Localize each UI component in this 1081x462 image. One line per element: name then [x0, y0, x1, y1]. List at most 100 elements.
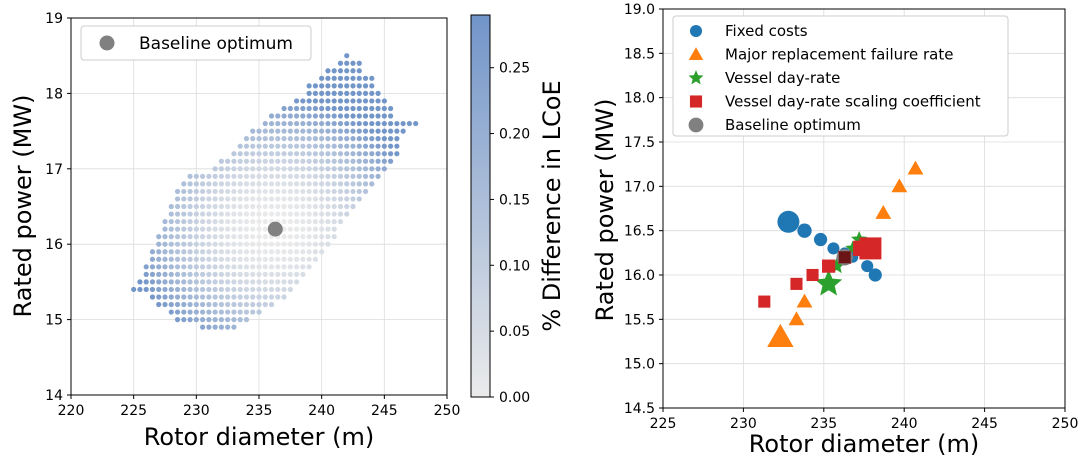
- right-point-vessel-day-rate-scaling-coefficient: [806, 268, 819, 282]
- left-grid-point: [193, 317, 199, 323]
- left-x-ticks: 220 225 230 235 240 245 250: [58, 395, 460, 419]
- left-grid-point: [200, 218, 206, 225]
- left-grid-point: [281, 188, 287, 195]
- left-grid-point: [243, 136, 250, 142]
- left-grid-point: [200, 234, 206, 240]
- left-grid-point: [331, 158, 337, 164]
- left-grid-point: [218, 324, 224, 330]
- left-grid-point: [162, 234, 168, 240]
- left-grid-point: [268, 286, 275, 293]
- left-grid-point: [325, 136, 331, 142]
- left-grid-point: [187, 294, 193, 300]
- left-grid-point: [312, 90, 318, 96]
- left-grid-point: [306, 264, 312, 270]
- left-grid-point: [337, 218, 344, 225]
- left-grid-point: [337, 60, 344, 66]
- left-grid-point: [388, 143, 394, 149]
- left-grid-point: [231, 203, 237, 210]
- left-grid-point: [294, 105, 300, 112]
- left-grid-point: [256, 181, 262, 187]
- left-grid-point: [262, 181, 268, 187]
- left-grid-point: [268, 143, 275, 149]
- left-grid-point: [356, 113, 362, 119]
- left-grid-point: [256, 188, 262, 195]
- left-grid-point: [237, 286, 243, 293]
- left-grid-point: [362, 83, 369, 89]
- left-grid-point: [212, 196, 218, 202]
- left-grid-point: [400, 120, 406, 127]
- left-grid-point: [156, 234, 162, 240]
- left-grid-point: [312, 105, 318, 112]
- left-grid-point: [300, 211, 306, 217]
- left-grid-point: [193, 249, 199, 255]
- left-grid-point: [381, 120, 387, 127]
- left-grid-point: [187, 279, 193, 285]
- left-grid-point: [262, 279, 268, 285]
- left-grid-point: [344, 173, 350, 179]
- left-grid-point: [337, 151, 344, 157]
- left-grid-point: [206, 317, 212, 323]
- left-grid-point: [287, 143, 293, 149]
- left-grid-point: [206, 196, 212, 202]
- right-point-vessel-day-rate-scaling-coefficient: [859, 237, 882, 260]
- left-grid-point: [243, 317, 250, 323]
- left-grid-point: [237, 234, 243, 240]
- left-grid-point: [225, 309, 231, 315]
- left-grid-point: [218, 226, 224, 232]
- left-grid-point: [262, 173, 268, 179]
- left-grid-point: [162, 249, 168, 255]
- left-grid-point: [212, 294, 218, 300]
- left-grid-point: [306, 226, 312, 232]
- left-grid-point: [325, 128, 331, 134]
- left-grid-point: [369, 181, 375, 187]
- left-grid-point: [237, 166, 243, 172]
- left-grid-point: [212, 264, 218, 270]
- left-grid-point: [262, 211, 268, 217]
- left-grid-point: [256, 196, 262, 202]
- left-grid-point: [337, 83, 344, 89]
- left-grid-point: [400, 128, 406, 134]
- left-grid-point: [193, 173, 199, 179]
- right-x-tick-label: 225: [650, 416, 677, 432]
- left-grid-point: [268, 256, 275, 262]
- left-grid-point: [275, 279, 281, 285]
- left-grid-point: [256, 211, 262, 217]
- left-grid-point: [344, 128, 350, 134]
- left-grid-point: [243, 294, 250, 300]
- left-grid-point: [350, 166, 356, 172]
- right-y-tick-label: 17.5: [624, 135, 655, 151]
- left-grid-point: [250, 264, 256, 270]
- right-y-tick-label: 17.0: [624, 179, 655, 195]
- left-grid-point: [200, 241, 206, 247]
- left-grid-point: [331, 83, 337, 89]
- left-grid-point: [325, 143, 331, 149]
- left-grid-point: [262, 301, 268, 308]
- left-grid-point: [212, 211, 218, 217]
- left-grid-point: [306, 256, 312, 262]
- right-chart: 225 230 235 240 245 250 14.515.015.516.016.51…: [591, 2, 1078, 458]
- left-grid-point: [394, 151, 400, 157]
- left-grid-point: [388, 105, 394, 112]
- left-grid-point: [225, 317, 231, 323]
- left-grid-point: [381, 151, 387, 157]
- left-grid-point: [375, 166, 381, 172]
- left-grid-point: [212, 271, 218, 277]
- left-grid-point: [156, 271, 162, 277]
- left-grid-point: [344, 196, 350, 202]
- left-grid-point: [356, 120, 362, 127]
- left-chart: 220 225 230 235 240 245 250 14 15 16 17 18 19 Rotor…: [9, 11, 460, 451]
- left-grid-point: [250, 181, 256, 187]
- left-grid-point: [212, 279, 218, 285]
- left-grid-point: [331, 218, 337, 225]
- left-grid-point: [268, 279, 275, 285]
- left-grid-point: [237, 264, 243, 270]
- right-point-major-replacement-failure-rate: [907, 160, 924, 175]
- left-grid-point: [369, 136, 375, 142]
- left-grid-point: [174, 294, 181, 300]
- left-grid-point: [362, 181, 369, 187]
- right-y-tick-label: 16.0: [624, 268, 655, 284]
- left-grid-point: [275, 158, 281, 164]
- left-grid-point: [231, 264, 237, 270]
- left-grid-point: [237, 196, 243, 202]
